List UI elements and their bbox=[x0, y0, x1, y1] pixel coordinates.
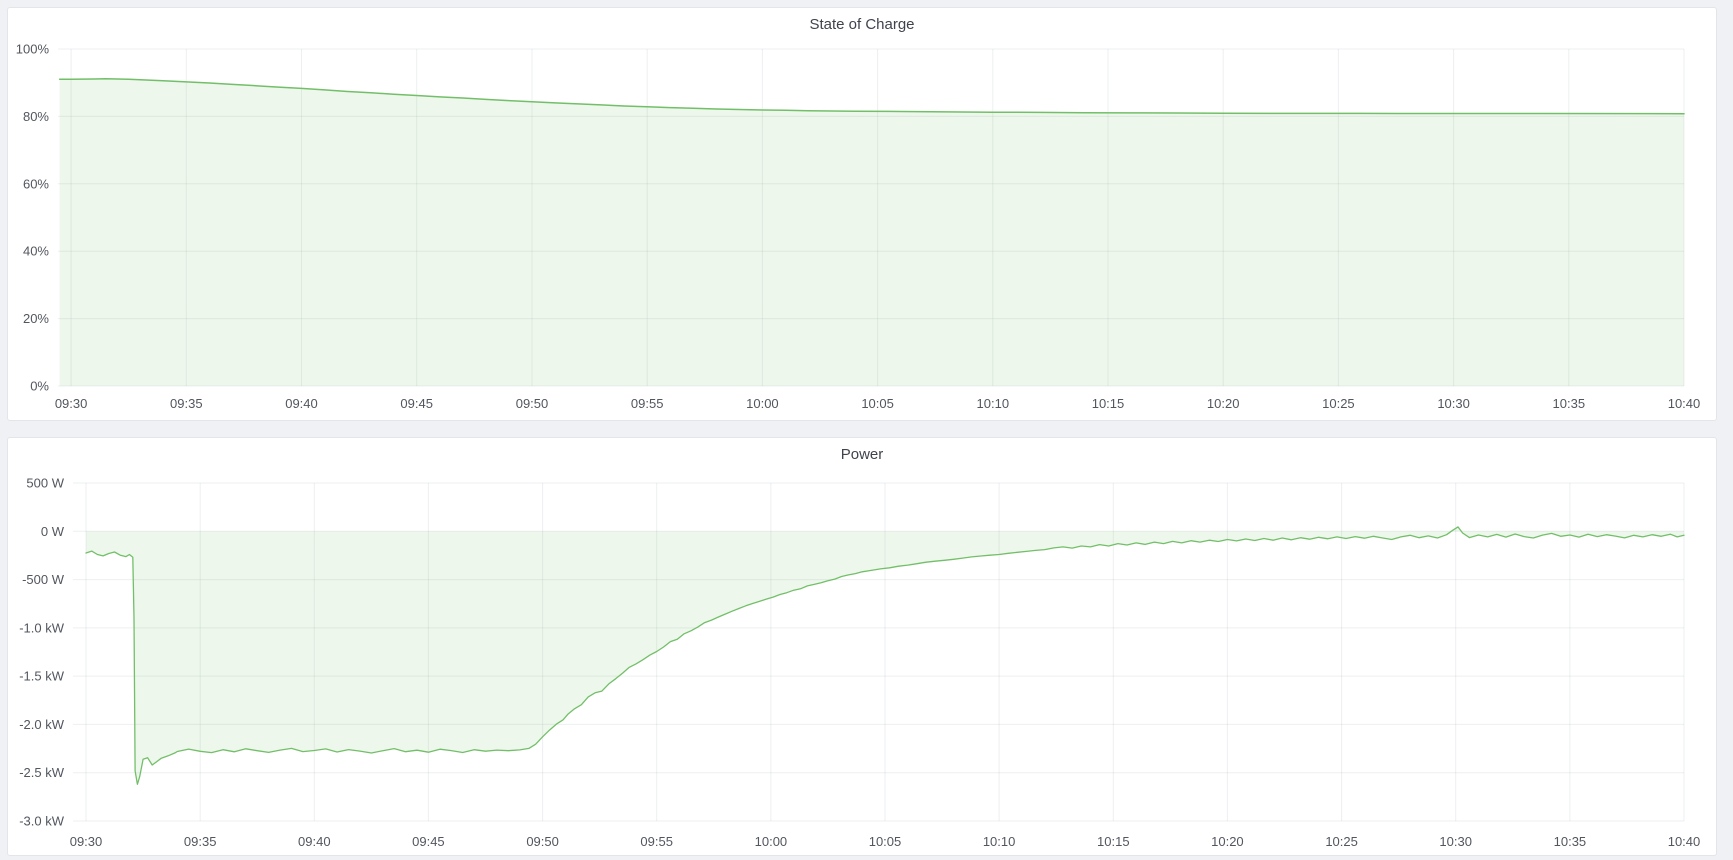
x-axis-tick-label: 09:35 bbox=[170, 396, 203, 411]
x-axis-tick-label: 10:35 bbox=[1553, 396, 1586, 411]
panel-power: Power 500 W 0 W -500 W -1.0 kW -1.5 kW -2.0 k… bbox=[7, 437, 1717, 856]
x-axis-tick-label: 10:25 bbox=[1322, 396, 1355, 411]
x-axis-tick-label: 10:00 bbox=[746, 396, 779, 411]
x-axis-tick-label: 09:30 bbox=[55, 396, 88, 411]
power-chart[interactable]: 500 W 0 W -500 W -1.0 kW -1.5 kW -2.0 kW -2.5 … bbox=[8, 438, 1716, 855]
y-axis-labels: 500 W 0 W -500 W -1.0 kW -1.5 kW -2.0 kW -2.5 … bbox=[19, 476, 65, 829]
y-axis-tick-label: -2.5 kW bbox=[19, 765, 65, 780]
y-axis-tick-label: -500 W bbox=[22, 572, 65, 587]
panel-title-power[interactable]: Power bbox=[840, 446, 884, 463]
y-axis-tick-label: -1.0 kW bbox=[19, 620, 65, 635]
series-line-1 bbox=[85, 526, 1685, 785]
x-axis-tick-label: 09:40 bbox=[285, 396, 318, 411]
y-axis-tick-label: -2.0 kW bbox=[19, 717, 65, 732]
x-axis-tick-label: 10:35 bbox=[1554, 834, 1587, 849]
y-axis-tick-label: 80% bbox=[23, 109, 49, 124]
x-axis-tick-label: 09:50 bbox=[516, 396, 549, 411]
series-line-0 bbox=[58, 78, 1685, 115]
y-axis-tick-label: 0 W bbox=[41, 524, 65, 539]
grid-lines bbox=[58, 48, 1685, 387]
x-axis-tick-label: 10:15 bbox=[1092, 396, 1125, 411]
x-axis-tick-label: 09:45 bbox=[412, 834, 445, 849]
y-axis-tick-label: 40% bbox=[23, 244, 49, 259]
x-axis-tick-label: 10:40 bbox=[1668, 834, 1701, 849]
x-axis-tick-label: 10:05 bbox=[869, 834, 902, 849]
x-axis-labels: 09:30 09:35 09:40 09:45 09:50 09:55 10:00 10:05… bbox=[70, 834, 1701, 849]
y-axis-labels: 100% 80% 60% 40% 20% 0% bbox=[16, 42, 50, 394]
series-area-0 bbox=[59, 78, 1685, 387]
x-axis-tick-label: 10:30 bbox=[1439, 834, 1472, 849]
y-axis-tick-label: 20% bbox=[23, 311, 49, 326]
x-axis-tick-label: 09:55 bbox=[631, 396, 664, 411]
panel-state-of-charge: State of Charge 100% 80% 60% 40% 20% 0% 09:30 0… bbox=[7, 7, 1717, 421]
x-axis-tick-label: 10:15 bbox=[1097, 834, 1130, 849]
y-axis-tick-label: -3.0 kW bbox=[19, 814, 65, 829]
y-axis-tick-label: -1.5 kW bbox=[19, 669, 65, 684]
x-axis-tick-label: 09:30 bbox=[70, 834, 103, 849]
state-of-charge-chart[interactable]: 100%80%60%40%20%0%09:30 09:35 09:40 09:45 09… bbox=[8, 8, 1716, 420]
x-axis-tick-label: 09:35 bbox=[184, 834, 217, 849]
x-axis-tick-label: 10:10 bbox=[983, 834, 1016, 849]
x-axis-tick-label: 10:25 bbox=[1325, 834, 1358, 849]
panel-title-state-of-charge[interactable]: State of Charge bbox=[809, 16, 915, 33]
x-axis-tick-label: 09:45 bbox=[400, 396, 433, 411]
x-axis-tick-label: 09:40 bbox=[298, 834, 331, 849]
x-axis-tick-label: 10:20 bbox=[1211, 834, 1244, 849]
y-axis-tick-label: 60% bbox=[23, 176, 49, 191]
x-axis-tick-label: 10:05 bbox=[861, 396, 894, 411]
x-axis-tick-label: 09:50 bbox=[526, 834, 559, 849]
x-axis-tick-label: 10:20 bbox=[1207, 396, 1240, 411]
x-axis-tick-label: 10:10 bbox=[977, 396, 1010, 411]
x-axis-labels: 09:30 09:35 09:40 09:45 09:50 09:55 10:00 10:05… bbox=[55, 396, 1700, 411]
x-axis-tick-label: 09:55 bbox=[640, 834, 673, 849]
y-axis-tick-label: 500 W bbox=[26, 476, 64, 491]
x-axis-tick-label: 10:00 bbox=[755, 834, 788, 849]
y-axis-tick-label: 0% bbox=[30, 379, 49, 394]
y-axis-tick-label: 100% bbox=[16, 42, 50, 57]
series-area-1 bbox=[86, 526, 1684, 785]
x-axis-tick-label: 10:40 bbox=[1668, 396, 1701, 411]
x-axis-tick-label: 10:30 bbox=[1437, 396, 1470, 411]
